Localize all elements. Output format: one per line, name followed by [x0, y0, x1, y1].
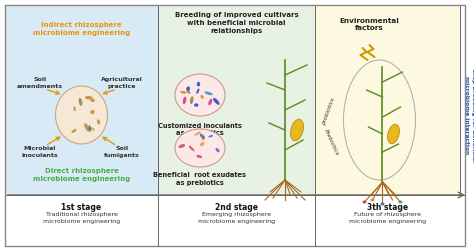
Text: Environmental
factors: Environmental factors [340, 18, 400, 31]
Ellipse shape [90, 99, 95, 102]
Text: Traditional rhizosphere
microbiome engineering: Traditional rhizosphere microbiome engin… [43, 212, 120, 224]
Ellipse shape [208, 99, 212, 105]
Text: Emerging rhizosphere
microbiome engineering: Emerging rhizosphere microbiome engineer… [198, 212, 275, 224]
Ellipse shape [79, 98, 82, 106]
Ellipse shape [209, 135, 213, 137]
Ellipse shape [381, 203, 384, 206]
Text: Microbial
inoculants: Microbial inoculants [22, 146, 58, 157]
Ellipse shape [216, 148, 219, 152]
Ellipse shape [175, 129, 225, 167]
Ellipse shape [197, 82, 200, 87]
FancyBboxPatch shape [158, 5, 315, 195]
Ellipse shape [85, 96, 93, 99]
Text: Soil
amendments: Soil amendments [17, 77, 63, 89]
Ellipse shape [187, 90, 191, 94]
Ellipse shape [175, 74, 225, 116]
Text: Breeding of improved cultivars
with beneficial microbial
relationships: Breeding of improved cultivars with bene… [174, 12, 298, 33]
Ellipse shape [200, 133, 205, 139]
Ellipse shape [291, 119, 303, 141]
Ellipse shape [73, 106, 76, 111]
Ellipse shape [55, 86, 108, 144]
Ellipse shape [201, 95, 204, 99]
Ellipse shape [388, 124, 400, 144]
Text: probiotics: probiotics [322, 97, 336, 126]
Ellipse shape [213, 98, 219, 105]
Ellipse shape [89, 127, 95, 130]
Ellipse shape [200, 142, 205, 146]
Text: 1st stage: 1st stage [62, 203, 101, 212]
Text: Indirect rhizosphere
microbiome engineering: Indirect rhizosphere microbiome engineer… [33, 22, 130, 35]
Ellipse shape [89, 125, 91, 132]
Text: Agricultural
practice: Agricultural practice [101, 77, 143, 89]
Ellipse shape [97, 119, 100, 124]
Ellipse shape [183, 96, 186, 104]
Ellipse shape [205, 92, 213, 95]
Ellipse shape [202, 135, 205, 141]
Ellipse shape [363, 200, 366, 204]
FancyBboxPatch shape [5, 195, 465, 246]
Ellipse shape [84, 123, 90, 131]
Text: Soil
fumigants: Soil fumigants [104, 146, 140, 157]
Ellipse shape [178, 144, 185, 148]
Ellipse shape [72, 129, 76, 133]
FancyBboxPatch shape [5, 5, 158, 195]
Ellipse shape [190, 96, 193, 104]
Text: 3th stage: 3th stage [367, 203, 408, 212]
Ellipse shape [91, 110, 94, 114]
Ellipse shape [180, 91, 187, 94]
Ellipse shape [399, 200, 402, 204]
Ellipse shape [186, 86, 190, 91]
Text: Direct rhizosphere
microbiome engineering: Direct rhizosphere microbiome engineerin… [33, 168, 130, 182]
Ellipse shape [189, 146, 194, 151]
Ellipse shape [194, 103, 199, 107]
Ellipse shape [371, 198, 374, 201]
FancyBboxPatch shape [315, 5, 460, 195]
Text: Beneficial  root exudates
as prebiotics: Beneficial root exudates as prebiotics [154, 172, 246, 186]
Ellipse shape [196, 155, 202, 158]
Text: Future of rhizosphere
microbiome engineering: Future of rhizosphere microbiome enginee… [349, 212, 426, 224]
Text: Crop breeding for beneficial
microbiome interaction: Crop breeding for beneficial microbiome … [465, 68, 474, 162]
Text: Customized inoculants
as probiotics: Customized inoculants as probiotics [158, 123, 242, 136]
Text: Prebiotics: Prebiotics [323, 128, 339, 156]
Ellipse shape [194, 131, 201, 136]
Text: 2nd stage: 2nd stage [215, 203, 258, 212]
Ellipse shape [196, 89, 200, 94]
